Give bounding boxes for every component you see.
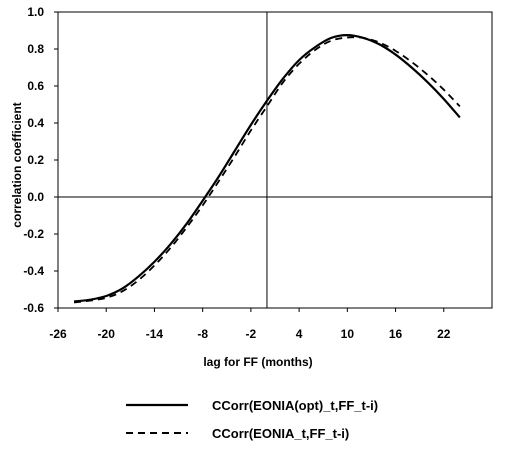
x-tick-label: 10	[341, 327, 355, 341]
series-line-solid	[73, 34, 461, 303]
plot-area	[57, 11, 493, 309]
x-tick-label: -8	[197, 327, 208, 341]
x-tick-label: -2	[246, 327, 257, 341]
series-line-dashed	[73, 36, 461, 304]
legend-label-dashed: CCorr(EONIA_t,FF_t-i)	[212, 426, 349, 441]
y-tick-label: 0.0	[27, 190, 44, 204]
x-axis: -26 -20 -14 -8 -2 4 10 16 22	[49, 308, 451, 341]
x-tick-label: 16	[389, 327, 403, 341]
y-axis: -0.6 -0.4 -0.2 0.0 0.2 0.4 0.6 0.8 1.0	[23, 5, 58, 315]
x-tick-label: -20	[98, 327, 116, 341]
x-axis-title: lag for FF (months)	[203, 355, 312, 369]
y-tick-label: 0.8	[27, 42, 44, 56]
y-tick-label: -0.4	[23, 264, 44, 278]
series-layer	[73, 34, 461, 304]
y-tick-label: 0.4	[27, 116, 44, 130]
y-tick-label: -0.2	[23, 227, 44, 241]
x-tick-label: -26	[49, 327, 67, 341]
y-tick-label: -0.6	[23, 301, 44, 315]
y-tick-label: 0.2	[27, 153, 44, 167]
y-tick-label: 0.6	[27, 79, 44, 93]
legend: CCorr(EONIA(opt)_t,FF_t-i) CCorr(EONIA_t…	[126, 398, 378, 441]
y-tick-label: 1.0	[27, 5, 44, 19]
x-tick-label: 22	[437, 327, 451, 341]
plot-frame	[57, 11, 493, 309]
y-axis-title: correlation coefficient	[10, 102, 24, 227]
x-tick-label: 4	[296, 327, 303, 341]
x-tick-label: -14	[146, 327, 164, 341]
legend-label-solid: CCorr(EONIA(opt)_t,FF_t-i)	[212, 398, 378, 413]
